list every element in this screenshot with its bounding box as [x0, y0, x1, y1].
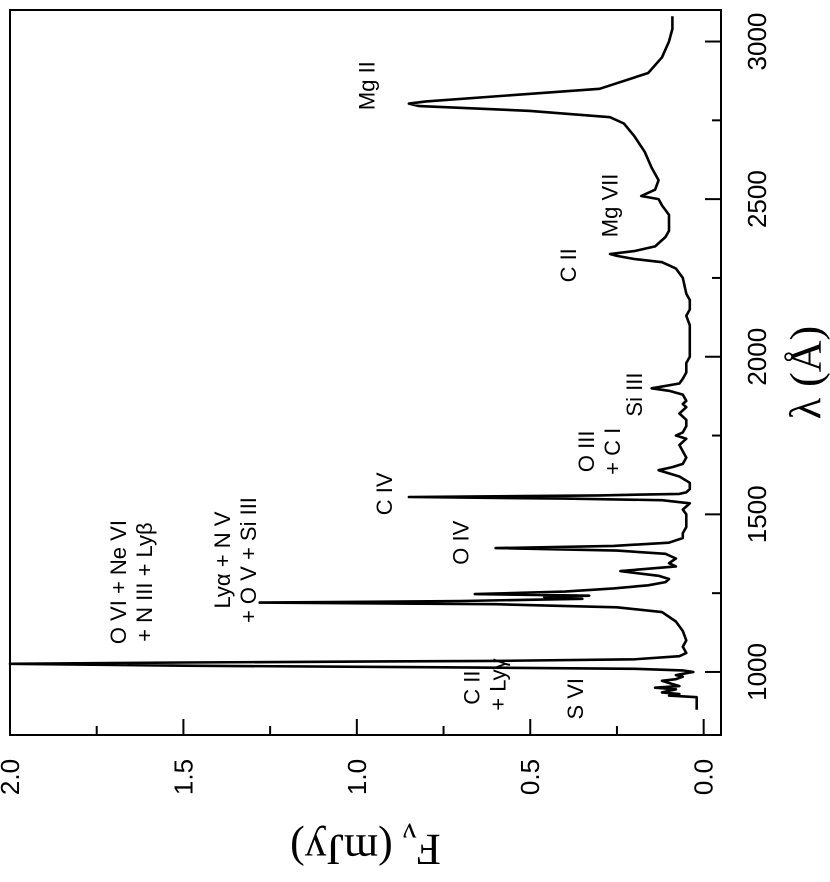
annotation-line: Lyα + N V [210, 511, 235, 608]
axis-ticks [9, 40, 721, 735]
annotation-line: + O V + Si III [236, 497, 261, 623]
y-tick-label: 1.0 [342, 759, 372, 795]
annotation: C IV [372, 472, 397, 515]
annotation: C II [556, 248, 581, 282]
annotation: Si III [622, 373, 647, 417]
annotation: C III + Lyγ [460, 658, 511, 710]
x-axis-title: λ (Å) [782, 326, 830, 419]
line-annotations: O VI + Ne VI + N III + Lyβ Lyα + N V + O V … [106, 61, 647, 719]
annotation: Lyα + N V + O V + Si III [210, 497, 261, 623]
y-tick-label: 0.0 [689, 759, 719, 795]
annotation: Mg II [355, 61, 380, 110]
spectrum-line [8, 16, 699, 710]
y-tick-label: 1.5 [168, 759, 198, 795]
annotation-line: O III [574, 431, 599, 473]
annotation-line: C III [460, 664, 485, 704]
x-tick-label: 1000 [742, 643, 772, 701]
annotation: O III + C I [574, 428, 625, 475]
annotation-line: O VI + Ne VI [106, 520, 131, 644]
x-tick-label: 2000 [742, 328, 772, 386]
axis-tick-labels: 1000 1500 2000 2500 3000 0.0 0.5 1.0 1.5 2.0 [0, 13, 772, 795]
annotation: S VI [563, 678, 588, 720]
x-tick-label: 2500 [742, 170, 772, 228]
annotation-line: C II [556, 248, 581, 282]
y-tick-label: 0.5 [515, 759, 545, 795]
y-tick-label: 2.0 [0, 759, 25, 795]
annotation-line: Mg VII [598, 174, 623, 238]
annotation-line: C IV [372, 472, 397, 515]
annotation-line: O IV [448, 520, 473, 564]
annotation-line: + Lyγ [486, 658, 511, 710]
annotation: Mg VII [598, 174, 623, 238]
annotation: O VI + Ne VI + N III + Lyβ [106, 520, 157, 644]
annotation-line: Si III [622, 373, 647, 417]
annotation-line: S VI [563, 678, 588, 720]
annotation-line: + C I [600, 428, 625, 475]
x-tick-label: 1500 [742, 485, 772, 543]
annotation: O IV [448, 520, 473, 564]
plot-frame [9, 9, 722, 736]
annotation-line: Mg II [355, 61, 380, 110]
series-layer [8, 16, 699, 710]
annotation-line: + N III + Lyβ [132, 522, 157, 641]
x-tick-label: 3000 [742, 13, 772, 71]
y-axis-title: Fν(mJy) [290, 817, 441, 875]
